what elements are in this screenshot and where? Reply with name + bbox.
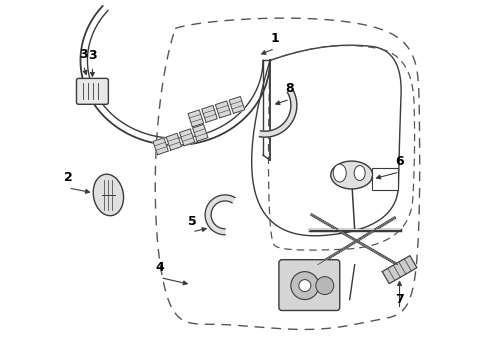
Circle shape: [315, 276, 333, 294]
FancyBboxPatch shape: [76, 78, 108, 104]
Polygon shape: [215, 101, 230, 118]
Text: 4: 4: [156, 261, 164, 274]
Polygon shape: [179, 129, 194, 146]
Text: 2: 2: [64, 171, 73, 184]
Polygon shape: [382, 256, 416, 284]
Circle shape: [290, 272, 318, 300]
Polygon shape: [201, 105, 217, 122]
Polygon shape: [259, 89, 296, 137]
Ellipse shape: [332, 164, 346, 182]
Text: 6: 6: [394, 155, 403, 168]
Polygon shape: [229, 96, 244, 113]
Text: 3: 3: [88, 49, 97, 62]
Polygon shape: [166, 133, 181, 150]
FancyBboxPatch shape: [278, 260, 339, 310]
Bar: [371, 168, 397, 190]
Ellipse shape: [353, 166, 365, 180]
Text: 5: 5: [187, 215, 196, 228]
Ellipse shape: [93, 174, 123, 216]
Text: 1: 1: [270, 32, 279, 45]
Polygon shape: [153, 138, 168, 155]
Polygon shape: [204, 195, 235, 235]
Text: 7: 7: [394, 293, 403, 306]
Polygon shape: [192, 125, 207, 141]
Text: 8: 8: [285, 82, 294, 95]
Ellipse shape: [330, 161, 372, 189]
Circle shape: [298, 280, 310, 292]
Text: 3: 3: [79, 49, 87, 62]
Polygon shape: [187, 110, 203, 127]
